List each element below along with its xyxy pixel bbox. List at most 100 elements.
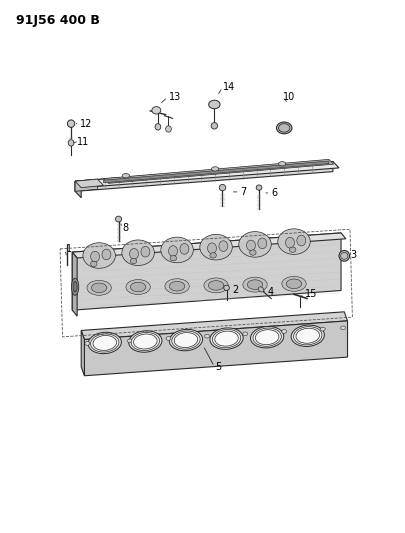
Polygon shape	[81, 330, 84, 376]
Ellipse shape	[165, 126, 171, 132]
Ellipse shape	[242, 332, 247, 336]
Polygon shape	[72, 252, 77, 316]
Polygon shape	[103, 161, 328, 183]
Text: 13: 13	[168, 92, 180, 102]
Ellipse shape	[151, 107, 160, 114]
Ellipse shape	[130, 282, 145, 292]
Ellipse shape	[223, 285, 229, 290]
Ellipse shape	[218, 241, 227, 252]
Ellipse shape	[212, 329, 240, 348]
Ellipse shape	[83, 243, 115, 268]
Text: 8: 8	[122, 223, 128, 233]
Ellipse shape	[141, 246, 149, 257]
Ellipse shape	[285, 237, 294, 248]
Ellipse shape	[338, 251, 349, 261]
Text: 12: 12	[80, 119, 92, 128]
Ellipse shape	[199, 235, 232, 260]
Ellipse shape	[256, 185, 261, 190]
Ellipse shape	[286, 279, 301, 289]
Ellipse shape	[293, 327, 321, 345]
Ellipse shape	[128, 331, 162, 352]
Ellipse shape	[179, 244, 188, 254]
Polygon shape	[75, 179, 97, 191]
Polygon shape	[84, 321, 347, 376]
Ellipse shape	[67, 120, 75, 127]
Ellipse shape	[278, 124, 289, 132]
Text: 91J56 400 B: 91J56 400 B	[16, 14, 100, 27]
Ellipse shape	[289, 247, 295, 252]
Ellipse shape	[91, 283, 107, 293]
Ellipse shape	[296, 235, 305, 246]
Ellipse shape	[168, 246, 177, 256]
Ellipse shape	[281, 329, 286, 333]
Ellipse shape	[170, 255, 176, 261]
Text: 7: 7	[240, 187, 246, 197]
Text: 11: 11	[77, 137, 89, 147]
Ellipse shape	[169, 329, 202, 351]
Ellipse shape	[102, 249, 111, 260]
Ellipse shape	[68, 140, 74, 146]
Ellipse shape	[90, 261, 97, 266]
Ellipse shape	[71, 278, 79, 295]
Ellipse shape	[171, 331, 200, 349]
Ellipse shape	[340, 326, 345, 330]
Polygon shape	[75, 161, 338, 188]
Ellipse shape	[166, 337, 171, 341]
Ellipse shape	[249, 250, 256, 255]
Polygon shape	[72, 233, 340, 310]
Text: 4: 4	[267, 287, 273, 297]
Ellipse shape	[93, 335, 116, 350]
Ellipse shape	[211, 123, 217, 129]
Ellipse shape	[238, 232, 271, 257]
Ellipse shape	[126, 279, 150, 294]
Ellipse shape	[281, 276, 305, 291]
Ellipse shape	[250, 327, 283, 348]
Ellipse shape	[340, 253, 347, 259]
Text: 1: 1	[66, 245, 72, 254]
Ellipse shape	[209, 328, 243, 349]
Ellipse shape	[290, 325, 324, 346]
Ellipse shape	[85, 342, 90, 345]
Ellipse shape	[73, 281, 77, 292]
Polygon shape	[75, 179, 103, 188]
Polygon shape	[75, 181, 81, 198]
Ellipse shape	[90, 251, 99, 262]
Polygon shape	[81, 312, 347, 340]
Ellipse shape	[131, 333, 159, 351]
Ellipse shape	[169, 281, 184, 291]
Ellipse shape	[247, 280, 262, 289]
Ellipse shape	[208, 280, 223, 290]
Ellipse shape	[277, 229, 309, 254]
Ellipse shape	[209, 253, 216, 258]
Text: 3: 3	[349, 250, 355, 260]
Polygon shape	[103, 159, 333, 183]
Ellipse shape	[252, 328, 281, 346]
Ellipse shape	[155, 124, 160, 130]
Ellipse shape	[130, 259, 136, 264]
Ellipse shape	[211, 167, 218, 171]
Ellipse shape	[246, 240, 255, 251]
Polygon shape	[75, 161, 332, 191]
Polygon shape	[72, 233, 345, 258]
Ellipse shape	[320, 327, 324, 331]
Ellipse shape	[164, 279, 189, 294]
Ellipse shape	[257, 238, 266, 249]
Ellipse shape	[174, 333, 197, 348]
Text: 5: 5	[215, 362, 221, 372]
Ellipse shape	[214, 331, 238, 346]
Ellipse shape	[278, 161, 285, 166]
Ellipse shape	[127, 339, 132, 343]
Ellipse shape	[87, 280, 111, 295]
Ellipse shape	[208, 100, 220, 109]
Ellipse shape	[255, 330, 278, 345]
Ellipse shape	[122, 174, 129, 178]
Ellipse shape	[88, 332, 121, 354]
Text: 6: 6	[271, 188, 277, 198]
Text: 2: 2	[232, 285, 238, 295]
Ellipse shape	[204, 334, 209, 338]
Ellipse shape	[129, 248, 138, 259]
Ellipse shape	[219, 184, 225, 191]
Text: 10: 10	[283, 92, 295, 102]
Ellipse shape	[122, 240, 154, 265]
Ellipse shape	[207, 243, 216, 254]
